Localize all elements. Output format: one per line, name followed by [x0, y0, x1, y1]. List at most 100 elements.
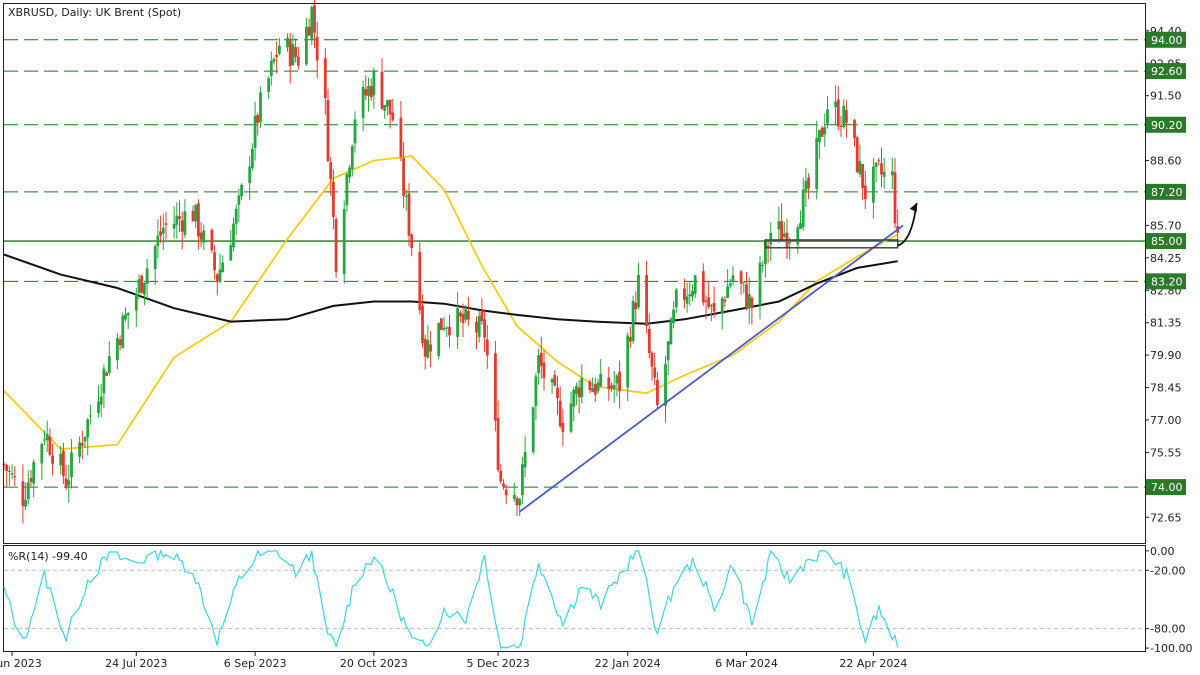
- candle-up: [764, 241, 767, 265]
- candle-up: [512, 494, 516, 499]
- candle-down: [296, 56, 300, 66]
- candle-down: [485, 339, 489, 356]
- candle-down: [483, 319, 486, 338]
- candle-up: [691, 290, 694, 297]
- level-label-box: [1146, 63, 1186, 80]
- williams-r-series: [3, 549, 899, 649]
- candle-down: [496, 418, 500, 471]
- candle-up: [464, 309, 468, 320]
- candle-up: [599, 373, 603, 387]
- candle-down: [494, 353, 497, 421]
- candle-up: [383, 104, 387, 111]
- date-tick-label: 22 Jan 2024: [595, 657, 661, 670]
- candle-down: [707, 297, 711, 307]
- candle-up: [221, 262, 225, 273]
- candle-up: [32, 462, 36, 484]
- candle-up: [97, 401, 100, 413]
- candle-up: [728, 283, 732, 286]
- candle-down: [334, 219, 338, 272]
- candle-up: [872, 166, 875, 203]
- candle-down: [329, 162, 333, 179]
- oscillator-levels: [4, 569, 1145, 630]
- candle-up: [615, 375, 619, 384]
- candle-up: [818, 130, 821, 143]
- candle-up: [445, 327, 449, 329]
- candle-up: [124, 314, 127, 320]
- candle-down: [164, 223, 168, 225]
- candle-up: [799, 223, 802, 229]
- candle-down: [515, 498, 519, 506]
- level-label-box: [1146, 183, 1186, 200]
- candle-up: [134, 294, 138, 311]
- candle-up: [726, 286, 729, 298]
- candle-down: [807, 177, 810, 189]
- candle-down: [610, 385, 613, 389]
- candle-up: [637, 275, 640, 308]
- candle-up: [78, 442, 81, 457]
- candle-up: [237, 195, 241, 205]
- oscillator-tick-label: -100.00: [1150, 642, 1192, 655]
- candle-up: [801, 189, 805, 228]
- candle-up: [202, 230, 206, 243]
- price-tick-label: 85.70: [1150, 219, 1182, 232]
- candle-up: [259, 92, 262, 122]
- candle-up: [672, 309, 675, 324]
- candle-up: [251, 149, 254, 168]
- date-tick-label: 8 Jun 2023: [0, 657, 42, 670]
- candle-down: [178, 216, 181, 220]
- candle-down: [820, 127, 824, 137]
- candle-up: [769, 232, 773, 245]
- candle-down: [213, 252, 216, 271]
- level-label: 94.00: [1151, 34, 1183, 47]
- candle-down: [863, 185, 867, 199]
- candle-up: [874, 162, 878, 167]
- candle-down: [845, 110, 848, 123]
- candle-up: [89, 415, 92, 417]
- candle-up: [40, 443, 44, 464]
- candle-up: [342, 209, 346, 275]
- candle-up: [353, 119, 357, 144]
- candle-down: [210, 229, 214, 251]
- candle-up: [842, 105, 846, 128]
- candle-down: [448, 327, 451, 336]
- candle-down: [197, 203, 200, 237]
- candle-down: [323, 58, 327, 99]
- candle-up: [175, 215, 179, 225]
- candle-up: [234, 208, 238, 224]
- projection-arrow-head: [909, 203, 917, 213]
- candle-up: [350, 146, 354, 170]
- candle-down: [542, 362, 546, 379]
- candle-down: [645, 275, 648, 327]
- candle-down: [315, 36, 319, 61]
- price-tick-label: 84.25: [1150, 252, 1182, 265]
- candle-up: [477, 316, 481, 337]
- candle-down: [653, 367, 657, 378]
- candle-down: [701, 271, 705, 303]
- candle-up: [345, 174, 349, 206]
- candle-up: [761, 265, 765, 267]
- candle-up: [823, 127, 827, 135]
- candle-down: [750, 297, 754, 309]
- candle-up: [720, 298, 724, 314]
- level-label-box: [1146, 479, 1186, 496]
- candle-down: [618, 371, 621, 392]
- horizontal-levels: [4, 39, 1145, 488]
- candle-down: [80, 443, 84, 446]
- moving-average-fast-line: [3, 155, 899, 451]
- williams-r-line: [3, 549, 899, 649]
- candle-down: [429, 344, 432, 352]
- candle-down: [256, 115, 260, 123]
- date-tick-label: 5 Dec 2023: [466, 657, 529, 670]
- oscillator-axis: 0.00 -20.00 -80.00 -100.00: [1145, 545, 1192, 655]
- date-tick-label: 20 Oct 2023: [340, 657, 408, 670]
- main-panel-frame: [3, 3, 1146, 544]
- candle-up: [121, 315, 125, 349]
- candle-down: [502, 483, 505, 487]
- candle-up: [569, 403, 573, 432]
- price-axis: 94.4092.9591.5090.0588.6087.1585.7084.25…: [1145, 25, 1186, 524]
- candle-up: [534, 376, 538, 407]
- level-label-box: [1146, 31, 1186, 48]
- level-label-box: [1146, 116, 1186, 133]
- candle-up: [777, 221, 781, 230]
- date-axis: 8 Jun 2023 24 Jul 2023 6 Sep 2023 20 Oct 20…: [0, 651, 907, 670]
